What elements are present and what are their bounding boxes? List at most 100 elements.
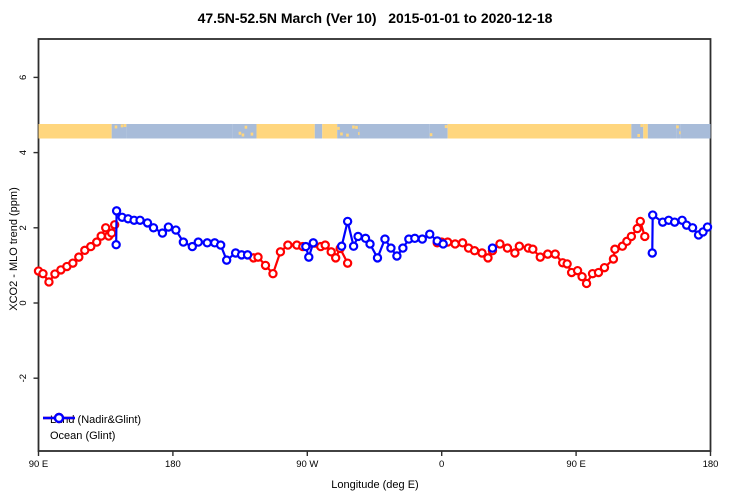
data-point <box>608 254 619 264</box>
data-point <box>417 234 427 244</box>
data-point <box>635 216 646 227</box>
y-tick-label: 0 <box>18 300 29 305</box>
data-point <box>599 262 610 273</box>
data-point <box>275 247 286 257</box>
legend-item-ocean: Ocean (Glint) <box>42 412 141 444</box>
series-land <box>33 216 650 289</box>
x-tick-label: 180 <box>703 459 719 470</box>
data-point <box>342 216 353 227</box>
data-point <box>242 250 253 260</box>
x-tick-label: 90 E <box>29 459 49 470</box>
data-point <box>202 238 212 248</box>
data-point <box>260 260 271 271</box>
data-point <box>100 223 111 233</box>
data-point <box>469 246 480 256</box>
data-point <box>502 243 513 253</box>
data-point <box>535 252 545 262</box>
data-point <box>483 253 493 263</box>
data-point <box>142 218 153 228</box>
series-ocean <box>111 206 713 265</box>
data-point <box>425 229 435 239</box>
data-point <box>386 243 396 253</box>
data-point <box>342 258 353 268</box>
data-point <box>640 231 650 242</box>
data-point <box>135 215 145 225</box>
data-point <box>353 231 363 242</box>
data-point <box>487 243 498 253</box>
data-point <box>572 265 583 276</box>
legend-label-ocean: Ocean (Glint) <box>50 430 116 442</box>
data-point <box>74 252 84 262</box>
plot-frame <box>37 38 712 452</box>
data-point <box>301 241 311 252</box>
data-point <box>514 241 525 251</box>
data-point <box>495 239 505 249</box>
data-point <box>550 249 560 259</box>
y-tick-label: 6 <box>18 75 29 80</box>
data-point <box>477 248 487 258</box>
data-point <box>669 217 680 227</box>
data-point <box>326 247 336 257</box>
x-tick-label: 0 <box>439 459 444 470</box>
data-point <box>157 228 168 238</box>
data-point <box>111 240 121 250</box>
data-point <box>44 277 54 287</box>
y-tick-label: 4 <box>18 150 29 155</box>
data-point <box>610 244 620 254</box>
data-point <box>148 223 159 233</box>
data-point <box>68 258 78 268</box>
x-axis-label: Longitude (deg E) <box>331 479 419 491</box>
data-point <box>336 241 347 251</box>
data-point <box>330 253 341 263</box>
y-tick-label: -2 <box>18 374 29 382</box>
data-point <box>187 241 198 252</box>
data-point <box>268 268 278 279</box>
data-point <box>320 240 330 250</box>
data-point <box>581 278 592 289</box>
data-point <box>510 248 520 258</box>
data-point <box>365 239 375 249</box>
data-point <box>283 240 293 250</box>
data-point <box>528 244 538 254</box>
data-point <box>348 241 359 251</box>
land-ocean-band <box>38 124 711 139</box>
data-point <box>577 271 587 282</box>
data-point <box>304 252 314 262</box>
data-point <box>457 238 468 248</box>
data-point <box>111 206 122 216</box>
data-point <box>38 268 48 279</box>
y-axis-label: XCO2 - MLO trend (ppm) <box>8 187 20 311</box>
data-point <box>687 223 698 233</box>
data-point <box>626 231 637 242</box>
data-point <box>702 222 713 232</box>
data-point <box>86 241 96 252</box>
x-tick-label: 90 W <box>296 459 318 470</box>
data-point <box>372 253 383 263</box>
x-tick-label: 90 E <box>566 459 586 470</box>
data-point <box>171 225 181 235</box>
x-tick-label: 180 <box>165 459 181 470</box>
axis-ticks: 90 E 180 90 W 0 90 E 180 -2 0 2 4 6 <box>18 75 718 470</box>
data-point <box>253 252 263 262</box>
data-point <box>380 234 390 244</box>
data-point <box>308 238 318 248</box>
data-point <box>438 239 448 249</box>
y-tick-label: 2 <box>18 225 29 230</box>
data-point <box>96 231 106 241</box>
data-point <box>50 269 60 279</box>
legend: Land (Nadir&Glint) Ocean (Glint) <box>42 412 141 444</box>
data-point <box>562 259 572 269</box>
data-point <box>543 249 553 259</box>
data-point <box>193 237 203 247</box>
data-point <box>178 237 189 247</box>
data-point <box>221 255 232 265</box>
data-point <box>215 240 226 250</box>
data-point <box>398 243 408 253</box>
data-point <box>593 267 604 278</box>
chart-title: 47.5N-52.5N March (Ver 10) 2015-01-01 to… <box>197 10 553 26</box>
data-point <box>410 233 420 244</box>
data-point <box>647 248 657 258</box>
ocean-series-marker-icon <box>43 412 75 424</box>
